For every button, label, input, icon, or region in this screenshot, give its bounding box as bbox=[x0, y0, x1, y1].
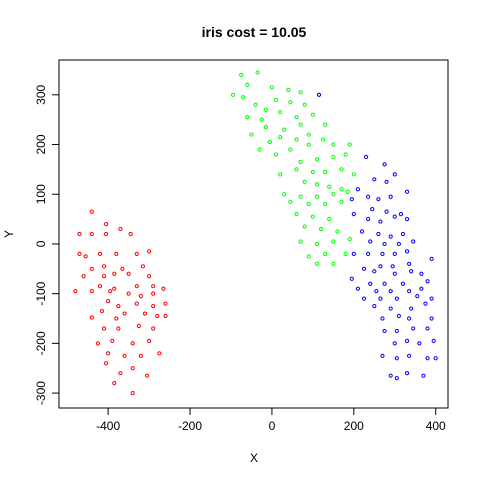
chart-title: iris cost = 10.05 bbox=[202, 24, 307, 40]
y-tick-label: 0 bbox=[34, 240, 48, 247]
x-tick-label: 200 bbox=[344, 419, 364, 433]
y-axis-title: Y bbox=[2, 230, 16, 238]
y-tick-label: 100 bbox=[34, 184, 48, 204]
y-tick-label: 200 bbox=[34, 134, 48, 154]
y-tick-label: -200 bbox=[34, 331, 48, 355]
y-tick-label: 300 bbox=[34, 84, 48, 104]
x-axis-title: X bbox=[250, 451, 258, 465]
x-tick-label: -200 bbox=[178, 419, 202, 433]
x-tick-label: -400 bbox=[96, 419, 120, 433]
y-tick-label: -100 bbox=[34, 281, 48, 305]
x-tick-label: 0 bbox=[269, 419, 276, 433]
y-tick-label: -300 bbox=[34, 381, 48, 405]
x-tick-label: 400 bbox=[426, 419, 446, 433]
